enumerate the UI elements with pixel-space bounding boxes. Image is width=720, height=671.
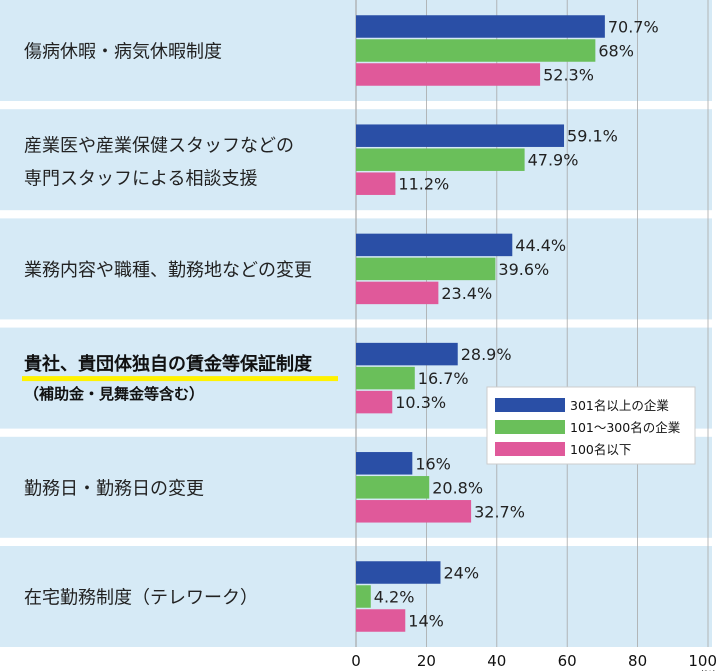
bar-3-1: [356, 366, 415, 390]
data-label-3-2: 10.3%: [395, 393, 446, 412]
data-label-5-1: 4.2%: [374, 588, 415, 607]
data-label-4-1: 20.8%: [432, 478, 483, 497]
legend-swatch-1: [495, 420, 565, 434]
category-label-4: 勤務日・勤務日の変更: [24, 478, 204, 499]
bars: 70.7% 68%52.3% 59.1% 47.9% 11.2% 44.4% 39.6% 23…: [356, 15, 659, 632]
data-label-4-2: 32.7%: [474, 502, 525, 521]
legend-label-0: 301名以上の企業: [570, 398, 669, 413]
x-tick-label-60: 60: [558, 652, 577, 670]
legend-swatch-2: [495, 442, 565, 456]
bar-0-2: [356, 63, 541, 86]
bar-2-1: [356, 257, 496, 281]
data-label-2-2: 23.4%: [441, 284, 492, 303]
data-label-0-2: 52.3%: [543, 66, 594, 85]
category-label-3-line-0: 貴社、貴団体独自の賃金等保証制度: [24, 353, 313, 375]
bar-1-0: [356, 124, 565, 147]
x-tick-label-40: 40: [487, 652, 506, 670]
data-label-2-0: 44.4%: [515, 236, 566, 255]
data-label-0-0: 70.7%: [608, 18, 659, 37]
legend-label-2: 100名以下: [570, 442, 631, 457]
category-label-0: 傷病休暇・病気休暇制度: [24, 42, 222, 63]
data-label-1-1: 47.9%: [528, 151, 579, 170]
data-label-3-0: 28.9%: [461, 345, 512, 364]
category-highlight-3: [22, 376, 338, 382]
bar-5-1: [356, 585, 371, 608]
x-tick-label-80: 80: [628, 652, 647, 670]
bar-5-2: [356, 609, 406, 632]
bar-0-0: [356, 15, 605, 38]
data-label-1-2: 11.2%: [398, 175, 449, 194]
bar-3-0: [356, 342, 458, 366]
x-tick-label-0: 0: [351, 652, 361, 670]
data-label-0-1: 68%: [598, 42, 634, 61]
data-label-5-2: 14%: [408, 612, 444, 631]
category-label-1-line-1: 専門スタッフによる相談支援: [24, 169, 257, 190]
category-labels: 傷病休暇・病気休暇制度産業医や産業保健スタッフなどの専門スタッフによる相談支援業…: [22, 42, 338, 609]
data-label-3-1: 16.7%: [418, 369, 469, 388]
x-tick-label-20: 20: [417, 652, 436, 670]
bar-4-0: [356, 452, 413, 475]
bar-2-2: [356, 281, 439, 305]
data-label-5-0: 24%: [443, 564, 479, 583]
bar-2-0: [356, 233, 513, 257]
bar-1-1: [356, 148, 525, 171]
bar-4-2: [356, 500, 472, 523]
data-label-2-1: 39.6%: [498, 260, 549, 279]
data-label-1-0: 59.1%: [567, 127, 618, 146]
category-label-5: 在宅勤務制度（テレワーク）: [24, 588, 258, 609]
data-label-4-0: 16%: [415, 454, 451, 473]
legend-label-1: 101～300名の企業: [570, 420, 681, 435]
legend-swatch-0: [495, 398, 565, 412]
legend: 301名以上の企業 101～300名の企業 100名以下: [486, 386, 696, 465]
bar-5-0: [356, 561, 441, 584]
bar-3-2: [356, 390, 393, 414]
bar-0-1: [356, 39, 596, 62]
bar-1-2: [356, 172, 396, 195]
category-label-3-line-1: （補助金・見舞金等含む）: [24, 385, 204, 403]
category-label-1-line-0: 産業医や産業保健スタッフなどの: [24, 136, 294, 157]
bar-4-1: [356, 476, 430, 499]
gridlines: [355, 0, 709, 647]
category-label-2: 業務内容や職種、勤務地などの変更: [24, 260, 312, 281]
x-tick-label-100: 100: [688, 652, 717, 670]
